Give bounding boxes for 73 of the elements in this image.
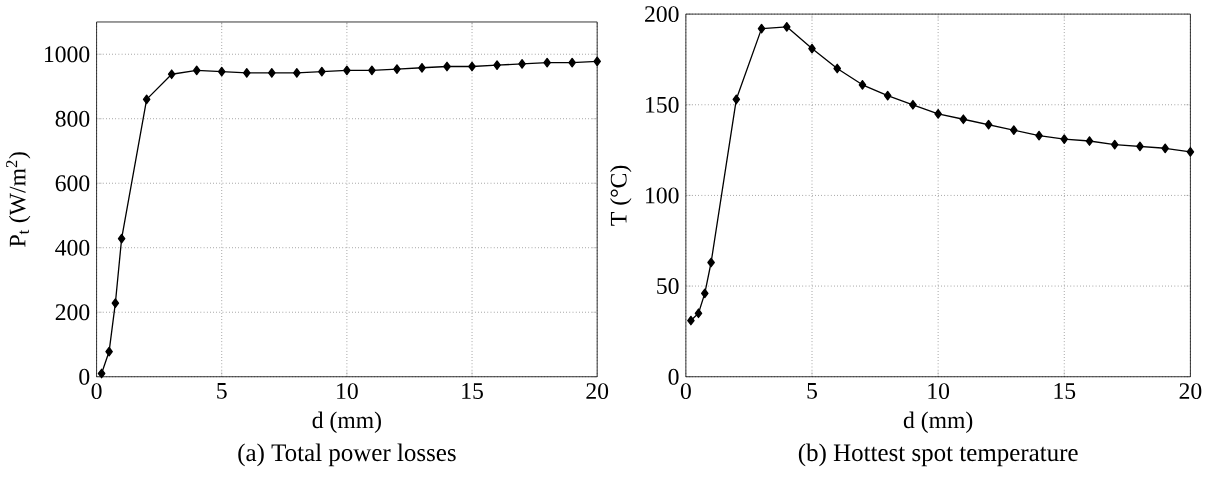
point	[934, 108, 942, 119]
text: (a) Total power losses	[238, 443, 456, 467]
point	[757, 23, 766, 34]
point	[1010, 125, 1018, 135]
x-tick-label: 15	[462, 383, 483, 399]
y-tick-label: 0	[79, 368, 90, 385]
point	[468, 61, 476, 72]
x-tick-label: 10	[928, 383, 950, 399]
point	[518, 58, 526, 69]
point	[142, 94, 151, 105]
y-tick-label: 1000	[44, 46, 90, 63]
point	[1161, 143, 1169, 154]
y-axis-title: T (°C)	[610, 165, 632, 226]
point	[493, 60, 501, 70]
point	[593, 56, 601, 67]
point	[543, 57, 551, 68]
y-tick-label: 100	[646, 187, 679, 204]
point	[808, 43, 816, 54]
point	[111, 298, 120, 308]
point	[568, 57, 576, 68]
y-tick-label: 800	[55, 110, 90, 127]
point	[1136, 141, 1144, 152]
y-axis-title: P$_{t}$ (W/m$^{2}$)	[6, 152, 31, 247]
point	[959, 114, 968, 125]
point	[833, 63, 842, 74]
point	[984, 119, 993, 130]
point	[443, 61, 451, 72]
point	[1110, 139, 1119, 150]
point	[732, 94, 741, 105]
point	[343, 65, 351, 76]
text: (b) Hottest spot temperature	[798, 443, 1078, 467]
x-axis-title: d (mm)	[312, 411, 381, 433]
y-tick-label: 200	[55, 304, 90, 321]
point	[217, 66, 226, 77]
y-tick-label: 0	[668, 368, 679, 385]
point	[687, 315, 695, 326]
x-axis-title: d (mm)	[903, 411, 973, 433]
x-tick-label: 10	[337, 383, 358, 399]
x-tick-label: 5	[217, 383, 227, 399]
point	[267, 67, 276, 78]
point	[393, 64, 401, 74]
x-tick-label: 0	[91, 383, 102, 399]
point	[117, 233, 126, 244]
point	[418, 62, 426, 73]
x-tick-label: 20	[1179, 383, 1202, 399]
point	[858, 79, 867, 90]
point	[694, 308, 703, 319]
point	[1085, 136, 1094, 146]
x-tick-label: 20	[586, 383, 609, 399]
point	[368, 65, 376, 76]
point	[293, 67, 301, 78]
point	[192, 65, 201, 76]
y-tick-label: 200	[645, 6, 679, 22]
point	[782, 21, 791, 32]
point	[318, 66, 326, 77]
x-tick-label: 0	[680, 383, 691, 399]
point	[1186, 146, 1195, 157]
point	[242, 67, 251, 78]
y-tick-label: 50	[657, 278, 679, 294]
point	[1060, 134, 1069, 144]
point	[883, 90, 892, 101]
point	[700, 288, 709, 299]
point	[105, 346, 113, 357]
point	[707, 257, 715, 268]
x-tick-label: 5	[807, 383, 817, 399]
y-tick-label: 600	[55, 175, 90, 192]
point	[97, 368, 106, 379]
y-tick-label: 150	[646, 96, 679, 113]
point	[1035, 130, 1043, 141]
x-tick-label: 15	[1054, 383, 1076, 399]
point	[909, 99, 917, 110]
point	[167, 69, 176, 79]
y-tick-label: 400	[55, 239, 90, 256]
